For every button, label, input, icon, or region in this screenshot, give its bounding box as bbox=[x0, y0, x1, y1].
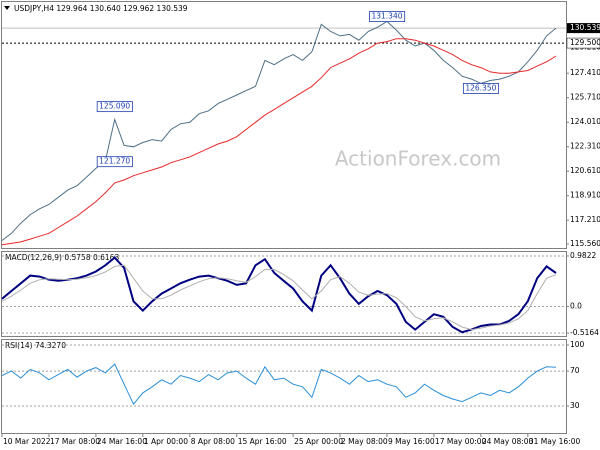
rsi-title: RSI(14) 74.3270 bbox=[5, 341, 66, 350]
y-tick-label: 0.9822 bbox=[570, 251, 596, 260]
x-tick-label: 2 May 08:00 bbox=[341, 437, 388, 446]
annotation-label: 131.340 bbox=[371, 12, 402, 21]
x-tick-label: 17 Mar 08:00 bbox=[50, 437, 100, 446]
annotation-box bbox=[369, 11, 406, 22]
series-line bbox=[1, 20, 557, 241]
chart-title: USDJPY,H4 129.964 130.640 129.962 130.53… bbox=[14, 4, 188, 13]
x-tick-label: 10 Mar 2022 bbox=[3, 437, 51, 446]
x-tick-label: 24 Mar 16:00 bbox=[97, 437, 147, 446]
x-tick-label: 1 Apr 00:00 bbox=[144, 437, 188, 446]
price-tag-label: 130.539 bbox=[570, 23, 600, 32]
annotation-label: 126.350 bbox=[465, 83, 496, 92]
watermark: ActionForex.com bbox=[335, 147, 501, 171]
x-tick-label: 9 May 16:00 bbox=[388, 437, 435, 446]
y-tick-label: 118.910 bbox=[570, 191, 600, 200]
x-tick-label: 25 Apr 00:00 bbox=[294, 437, 343, 446]
y-tick-label: 70 bbox=[570, 366, 580, 375]
series-line bbox=[1, 256, 557, 334]
macd-panel bbox=[1, 251, 567, 337]
menu-arrow bbox=[4, 6, 10, 10]
x-tick-label: 8 Apr 08:00 bbox=[191, 437, 235, 446]
annotation-box bbox=[96, 156, 133, 168]
y-tick-label: 30 bbox=[570, 401, 580, 410]
price-tag bbox=[567, 23, 600, 34]
y-tick-label: 100 bbox=[570, 340, 585, 349]
y-tick-label: -0.5164 bbox=[570, 328, 599, 337]
series-line bbox=[1, 363, 557, 406]
series-line bbox=[1, 264, 557, 331]
x-tick-label: 17 May 00:00 bbox=[435, 437, 487, 446]
y-tick-label: 0.0 bbox=[570, 301, 582, 310]
annotation-label: 125.090 bbox=[99, 102, 130, 111]
level-tag bbox=[566, 37, 600, 49]
series-line bbox=[1, 38, 557, 246]
rsi-panel bbox=[1, 339, 567, 434]
y-tick-label: 115.560 bbox=[570, 239, 600, 248]
annotation-label: 121.270 bbox=[99, 157, 130, 166]
x-tick-label: 31 May 16:00 bbox=[529, 437, 581, 446]
y-tick-label: 122.310 bbox=[570, 142, 600, 151]
x-tick-label: 15 Apr 16:00 bbox=[238, 437, 287, 446]
annotation-box bbox=[462, 83, 500, 94]
level-label: 129.500 bbox=[570, 38, 600, 47]
annotation-box bbox=[96, 101, 133, 113]
macd-title: MACD(12,26,9) 0.5758 0.6163 bbox=[5, 253, 119, 262]
y-tick-label: 120.610 bbox=[570, 166, 600, 175]
price-panel bbox=[1, 1, 567, 249]
y-tick-label: 124.010 bbox=[570, 117, 600, 126]
y-tick-label: 117.210 bbox=[570, 215, 600, 224]
y-tick-label: 127.410 bbox=[570, 68, 600, 77]
y-tick-label: 125.710 bbox=[570, 93, 600, 102]
x-tick-label: 24 May 08:00 bbox=[482, 437, 534, 446]
